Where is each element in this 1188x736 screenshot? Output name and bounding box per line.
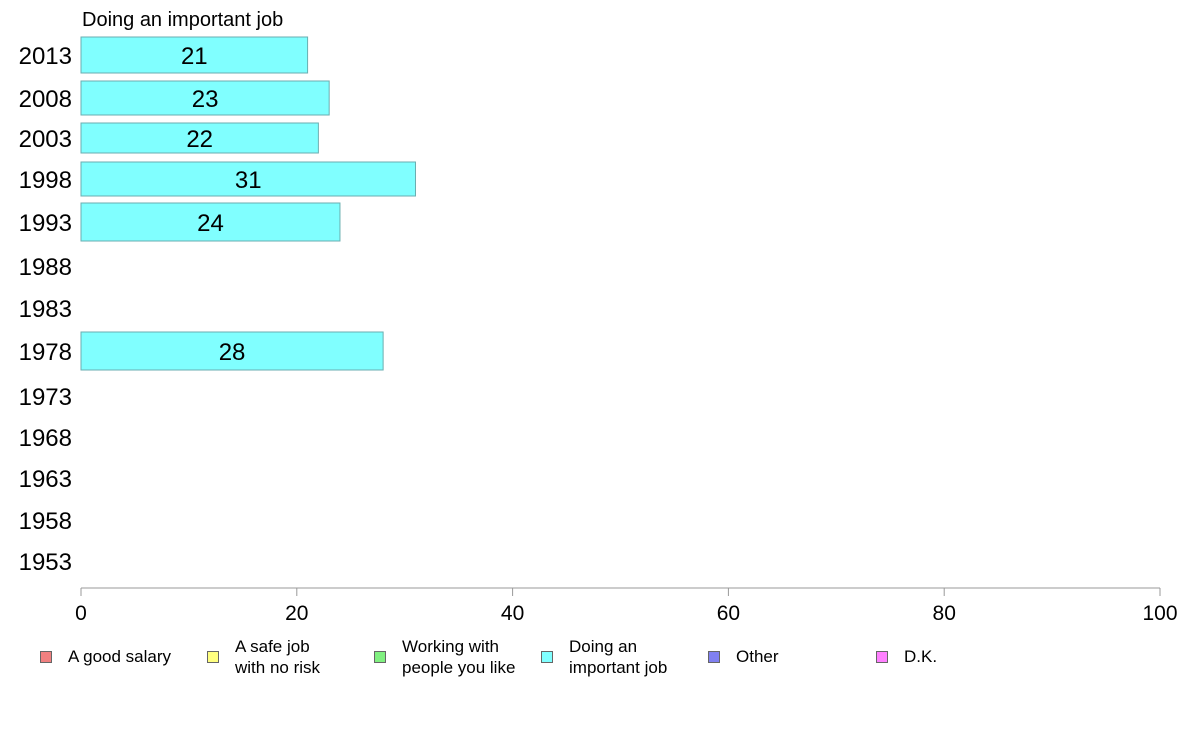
bar-value-label: 22 <box>186 126 213 153</box>
legend-item: Other <box>708 646 779 667</box>
bar <box>80 331 384 371</box>
legend-swatch <box>374 651 386 663</box>
bar-value-label: 31 <box>235 167 262 194</box>
y-tick-label: 1988 <box>19 254 72 281</box>
x-tick-label: 0 <box>75 602 87 620</box>
x-tick-label: 20 <box>285 602 308 620</box>
legend-item: Doing an important job <box>541 636 667 678</box>
legend-item: D.K. <box>876 646 937 667</box>
legend-swatch <box>876 650 888 663</box>
bar-value-label: 21 <box>181 43 208 70</box>
x-axis: 0 20 40 60 80 100 <box>75 587 1178 620</box>
y-tick-label: 1973 <box>19 384 72 411</box>
y-tick-label: 1958 <box>19 508 72 535</box>
legend-label: D.K. <box>904 647 938 666</box>
legend-label: Other <box>736 647 779 666</box>
bar <box>80 202 341 242</box>
x-tick-label: 40 <box>501 602 524 620</box>
bar-chart: Doing an important job 21 23 22 31 24 28 2013… <box>19 9 1178 620</box>
legend-swatch <box>207 651 219 663</box>
bar <box>80 80 330 116</box>
y-tick-label: 1953 <box>19 549 72 576</box>
bar <box>80 161 416 197</box>
x-tick-label: 100 <box>1142 602 1177 620</box>
legend-label: Doing an important job <box>569 637 668 677</box>
x-tick-label: 60 <box>717 602 740 620</box>
y-tick-label: 1983 <box>19 296 72 323</box>
x-tick-label: 80 <box>933 602 956 620</box>
y-tick-label: 2008 <box>19 86 72 113</box>
bars-group: 21 23 22 31 24 28 <box>80 36 416 371</box>
bar-value-label: 23 <box>192 86 219 113</box>
y-tick-label: 1993 <box>19 210 72 237</box>
bar-value-label: 24 <box>197 210 224 237</box>
bar <box>80 122 319 154</box>
y-tick-label: 1978 <box>19 339 72 366</box>
y-tick-label: 2013 <box>19 43 72 70</box>
bar-value-label: 28 <box>219 339 246 366</box>
legend-item: Working with people you like <box>374 636 515 678</box>
y-tick-label: 2003 <box>19 126 72 153</box>
legend-swatch <box>40 650 52 663</box>
legend-label: A safe job with no risk <box>235 637 321 677</box>
legend-item: A safe job with no risk <box>207 636 320 678</box>
y-tick-label: 1998 <box>19 167 72 194</box>
chart-title: Doing an important job <box>82 9 283 31</box>
legend-item: A good salary <box>40 646 171 667</box>
y-axis-labels: 2013 2008 2003 1998 1993 1988 1983 1978 1973 1968… <box>19 43 72 576</box>
y-tick-label: 1963 <box>19 466 72 493</box>
legend: A good salary A safe job with no risk Work… <box>0 636 1188 696</box>
legend-label: A good salary <box>68 647 172 666</box>
legend-swatch <box>541 651 553 663</box>
legend-label: Working with people you like <box>402 637 516 677</box>
y-tick-label: 1968 <box>19 425 72 452</box>
bar <box>80 36 309 74</box>
legend-swatch <box>708 650 720 663</box>
